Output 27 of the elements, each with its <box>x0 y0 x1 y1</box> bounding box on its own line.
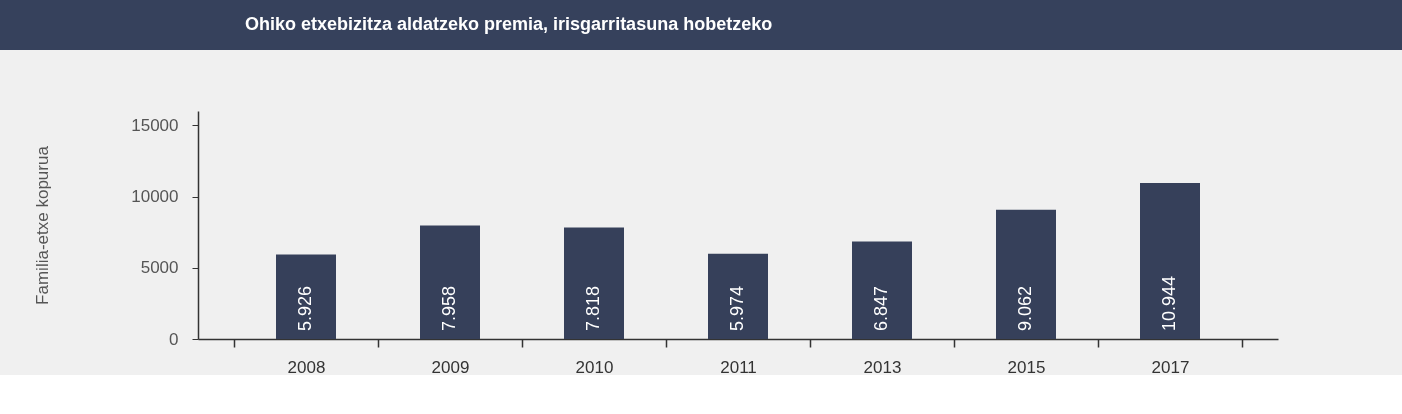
bar <box>996 209 1056 339</box>
bar <box>708 253 768 339</box>
data-label: 9.062 <box>1015 285 1035 331</box>
data-label: 10.944 <box>1159 275 1179 331</box>
y-tick-label: 0 <box>169 329 179 349</box>
x-tick-label: 2008 <box>287 357 326 377</box>
x-tick-label: 2013 <box>863 357 902 377</box>
x-tick-label: 2009 <box>431 357 470 377</box>
x-tick-label: 2017 <box>1151 357 1190 377</box>
data-label: 7.958 <box>439 285 459 331</box>
data-label: 5.974 <box>727 285 747 331</box>
data-label: 7.818 <box>583 285 603 331</box>
data-label: 5.926 <box>295 285 315 331</box>
bar <box>852 241 912 339</box>
y-tick-label: 15000 <box>131 115 179 135</box>
bar <box>564 227 624 339</box>
x-tick-label: 2011 <box>720 357 757 377</box>
x-tick-label: 2015 <box>1007 357 1046 377</box>
chart-title: Ohiko etxebizitza aldatzeko premia, irisgarritasuna hobetzeko <box>245 14 773 34</box>
data-label: 6.847 <box>871 285 891 331</box>
y-tick-label: 5000 <box>140 258 179 278</box>
x-tick-label: 2010 <box>575 357 614 377</box>
y-axis-title: Familia-etxe kopurua <box>33 145 53 305</box>
y-tick-label: 10000 <box>131 187 179 206</box>
bar <box>1140 183 1200 339</box>
bar <box>420 225 480 339</box>
bar <box>276 254 336 339</box>
